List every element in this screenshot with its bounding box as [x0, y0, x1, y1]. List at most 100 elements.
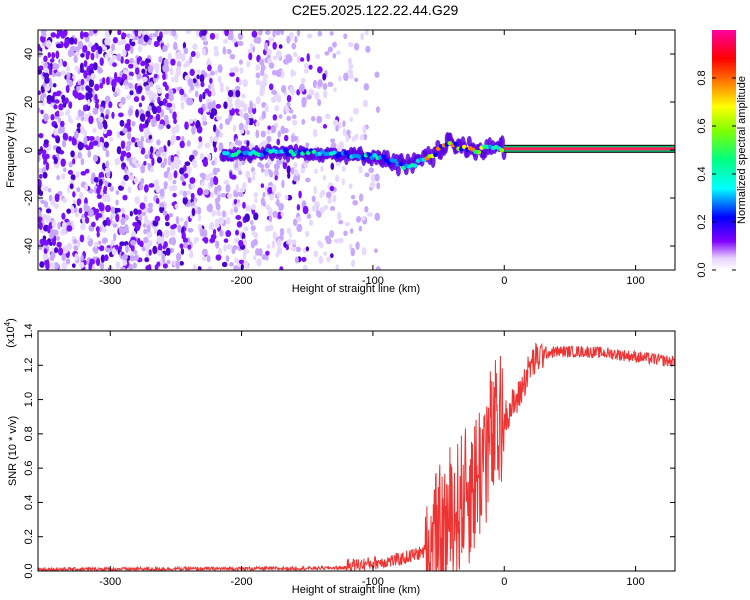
heatmap-cell	[144, 153, 149, 160]
heatmap-cell	[359, 134, 365, 141]
heatmap-cell	[312, 128, 318, 138]
heatmap-cell	[231, 247, 236, 255]
snr-multiplier-close: )	[5, 318, 17, 322]
heatmap-cell	[345, 134, 350, 143]
heatmap-cell	[92, 107, 99, 115]
heatmap-cell	[365, 45, 371, 53]
heatmap-cell	[137, 38, 144, 45]
heatmap-cell	[350, 194, 356, 200]
colorbar-gradient	[712, 30, 736, 270]
heatmap-ridge-core	[476, 149, 482, 155]
x-tick-label: 100	[626, 275, 644, 287]
heatmap-cell	[289, 109, 294, 114]
heatmap-cell	[169, 67, 174, 76]
heatmap-cell	[148, 93, 153, 101]
heatmap-cell	[147, 105, 152, 112]
heatmap-cell	[133, 177, 139, 184]
heatmap-cell	[61, 212, 66, 220]
heatmap-cell	[239, 112, 245, 118]
heatmap-cell	[190, 51, 195, 58]
heatmap-cell	[51, 95, 56, 103]
heatmap-cell	[223, 39, 229, 44]
heatmap-cell	[272, 30, 276, 38]
heatmap-cell	[127, 131, 132, 140]
heatmap-cell	[71, 263, 76, 268]
heatmap-cell	[54, 247, 59, 254]
heatmap-cell	[290, 134, 295, 143]
heatmap-cell	[152, 106, 158, 115]
heatmap-cell	[162, 44, 168, 52]
heatmap-cell	[38, 69, 43, 75]
chart-title: C2E5.2025.122.22.44.G29	[291, 2, 459, 18]
heatmap-cell	[218, 142, 224, 151]
heatmap-cell	[204, 142, 211, 149]
heatmap-cell	[351, 259, 356, 268]
heatmap-cell	[284, 104, 289, 113]
heatmap-cell	[55, 33, 60, 39]
heatmap-cell	[72, 89, 77, 97]
heatmap-cell	[317, 99, 322, 106]
heatmap-cell	[354, 77, 359, 83]
heatmap-cell	[332, 119, 339, 126]
heatmap-cell	[108, 101, 113, 109]
heatmap-cell	[76, 186, 81, 193]
heatmap-cell	[54, 193, 60, 202]
heatmap-cell	[183, 93, 187, 98]
colorbar-ticks: 0.0 0.2 0.4 0.6 0.8	[696, 70, 736, 278]
heatmap-cell	[109, 185, 115, 192]
heatmap-cell	[68, 135, 73, 142]
heatmap-cell	[293, 175, 298, 182]
heatmap-cell	[43, 62, 49, 68]
heatmap-cell	[40, 92, 47, 99]
heatmap-cell	[217, 194, 221, 202]
heatmap-cell	[122, 69, 128, 75]
heatmap-cell	[267, 186, 273, 195]
colorbar-tick-label: 0.2	[696, 214, 708, 229]
heatmap-cell	[155, 198, 160, 205]
heatmap-cell	[122, 260, 128, 266]
heatmap-cell	[104, 31, 109, 37]
heatmap-cell	[250, 240, 255, 249]
heatmap-cell	[238, 59, 243, 65]
heatmap-cell	[122, 127, 128, 134]
heatmap-cell	[260, 68, 265, 77]
heatmap-cell	[270, 96, 277, 103]
heatmap-cell	[120, 150, 127, 157]
heatmap-cell	[286, 94, 292, 103]
heatmap-cell	[200, 35, 206, 41]
heatmap-cell	[50, 32, 57, 38]
heatmap-cell	[79, 234, 85, 243]
heatmap-cell	[316, 115, 323, 124]
heatmap-cell	[179, 88, 185, 96]
heatmap-cell	[210, 233, 217, 240]
heatmap-cell	[272, 114, 278, 121]
heatmap-cell	[268, 62, 275, 69]
x-tick-label: 100	[626, 576, 644, 588]
heatmap-cell	[105, 149, 110, 158]
heatmap-cell	[61, 198, 68, 203]
heatmap-cell	[153, 73, 158, 79]
heatmap-cell	[61, 262, 67, 270]
heatmap-ridge-core	[331, 150, 337, 155]
heatmap-cell	[66, 208, 72, 214]
heatmap-cell	[42, 149, 47, 156]
heatmap-cell	[223, 244, 227, 252]
heatmap-cell	[71, 138, 77, 146]
heatmap-cell	[358, 225, 363, 232]
heatmap-cell	[214, 69, 218, 76]
heatmap-cell	[200, 107, 204, 116]
heatmap-cell	[80, 115, 85, 122]
heatmap-cell	[211, 160, 216, 166]
heatmap-cell	[212, 140, 217, 149]
heatmap-cell	[168, 93, 174, 102]
heatmap-cell	[264, 42, 269, 51]
heatmap-cell	[301, 96, 307, 106]
heatmap-cell	[154, 215, 161, 222]
heatmap-cell	[243, 123, 249, 132]
heatmap-cell	[298, 190, 302, 199]
heatmap-cell	[207, 84, 212, 90]
heatmap-cell	[192, 78, 197, 84]
heatmap-cell	[180, 101, 185, 110]
heatmap-cell	[151, 157, 155, 166]
heatmap-cell	[268, 37, 275, 42]
